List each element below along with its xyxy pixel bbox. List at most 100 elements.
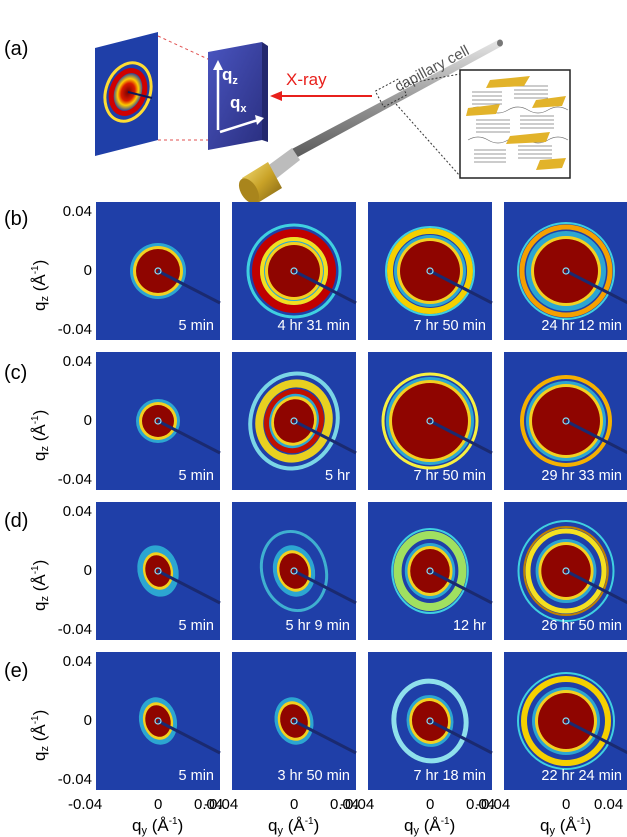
beamstop — [565, 569, 627, 605]
x-axis-unit: (Å — [554, 816, 577, 835]
x-axis-unit-close: ) — [313, 816, 320, 835]
y-axis-unit: (Å — [30, 274, 49, 297]
beam-center-marker — [562, 417, 570, 425]
panel-label-d: (d) — [4, 510, 29, 532]
beam-center-marker — [290, 567, 298, 575]
y-axis-sup: -1 — [30, 265, 41, 275]
x-axis-base: q — [404, 816, 414, 835]
x-tick-label-3-0: -0.04 — [476, 796, 511, 813]
panel-label-e: (e) — [4, 660, 29, 682]
x-tick-label-0-0: -0.04 — [68, 796, 103, 813]
x-tick-label-3-2: 0.04 — [594, 796, 624, 813]
scattering-ring-0 — [381, 372, 479, 470]
time-label-0-3: 24 hr 12 min — [541, 318, 622, 334]
y-axis-unit: (Å — [30, 574, 49, 597]
capillary-cap-end — [238, 178, 260, 204]
y-axis-label-row-2: qz (Å-1) — [30, 560, 51, 611]
time-label-2-1: 5 hr 9 min — [285, 618, 350, 634]
scattering-ring-0 — [391, 678, 469, 764]
y-axis-sup: -1 — [30, 415, 41, 425]
y-tick-label-2-1: 0 — [83, 562, 92, 579]
beamstop — [157, 719, 221, 755]
scattering-ring-1 — [264, 388, 324, 454]
time-label-1-0: 5 min — [178, 468, 214, 484]
x-axis-sup: -1 — [440, 816, 450, 827]
time-label-0-1: 4 hr 31 min — [277, 318, 350, 334]
beamstop — [429, 419, 493, 455]
detector-image-2-0 — [96, 502, 221, 640]
detector-image-3-0 — [96, 652, 221, 790]
beam-center-marker — [562, 267, 570, 275]
x-tick-label-2-1: 0 — [426, 796, 435, 813]
beam-center-marker — [426, 267, 434, 275]
inset-sheet-1 — [486, 76, 530, 88]
x-tick-label-2-2: 0.04 — [466, 796, 496, 813]
time-label-1-2: 7 hr 50 min — [413, 468, 486, 484]
scattering-ring-0 — [521, 676, 611, 766]
detector-image-1-3 — [504, 352, 627, 490]
x-tick-label-1-2: 0.04 — [330, 796, 360, 813]
xray-label: X-ray — [286, 70, 327, 89]
time-label-1-3: 29 hr 33 min — [541, 468, 622, 484]
y-axis-label-row-1: qz (Å-1) — [30, 410, 51, 461]
inset-sheet-3 — [466, 104, 500, 116]
x-tick-label-0-2: 0.04 — [194, 796, 224, 813]
qz-arrowhead — [213, 60, 223, 70]
y-axis-unit: (Å — [30, 724, 49, 747]
x-axis-sup: -1 — [576, 816, 586, 827]
beamstop — [429, 269, 493, 305]
panel-label-b: (b) — [4, 208, 29, 230]
beamstop — [565, 419, 627, 455]
beam-center-marker — [154, 717, 162, 725]
detector-image-2-3 — [504, 502, 627, 640]
y-axis-sub: z — [39, 596, 51, 602]
detector-image-2-1 — [232, 502, 357, 640]
xray-arrowhead — [270, 91, 282, 101]
x-tick-label-1-0: -0.04 — [204, 796, 239, 813]
scattering-ring-1 — [391, 528, 469, 614]
detector-ring-red — [108, 68, 148, 116]
y-tick-label-2-2: -0.04 — [57, 621, 92, 638]
y-axis-sub: z — [39, 746, 51, 752]
lamellar-structure-icon — [467, 85, 569, 163]
y-tick-label-3-0: 0.04 — [62, 653, 92, 670]
y-axis-base: q — [30, 451, 49, 461]
y-axis-base: q — [30, 751, 49, 761]
x-axis-unit: (Å — [146, 816, 169, 835]
panel-label-a: (a) — [4, 38, 29, 60]
x-axis-base: q — [268, 816, 278, 835]
y-tick-label-1-2: -0.04 — [57, 471, 92, 488]
scattering-ring-1 — [517, 672, 615, 770]
schematic-a: qz qx X-ray capillary cell — [95, 32, 571, 204]
zoom-line-bottom — [395, 103, 461, 177]
detector-image-0-3 — [504, 202, 627, 340]
y-axis-base: q — [30, 301, 49, 311]
x-axis-base: q — [540, 816, 550, 835]
beam-center-marker — [154, 417, 162, 425]
x-axis-unit: (Å — [282, 816, 305, 835]
beam-center-marker — [154, 567, 162, 575]
detector-block-side — [262, 42, 268, 142]
panel-label-c: (c) — [4, 362, 28, 384]
detector-image-grid — [96, 202, 627, 790]
scattering-ring-1 — [523, 526, 609, 616]
y-axis-unit-close: ) — [30, 259, 49, 266]
scattering-ring-1 — [517, 222, 615, 320]
scattering-ring-2 — [248, 371, 340, 471]
y-tick-label-2-0: 0.04 — [62, 503, 92, 520]
inset-sheet-2 — [532, 96, 566, 108]
time-label-2-2: 12 hr — [452, 618, 486, 634]
detector-image-1-0 — [96, 352, 221, 490]
figure-canvas: qz qx X-ray capillary cell — [95, 32, 627, 790]
beam-center-marker — [290, 717, 298, 725]
detector-image-3-2 — [368, 652, 493, 790]
y-axis-sup: -1 — [30, 565, 41, 575]
time-label-0-2: 7 hr 50 min — [413, 318, 486, 334]
detector-image-1-1 — [232, 352, 357, 490]
time-label-3-2: 7 hr 18 min — [413, 768, 486, 784]
scattering-ring-2 — [517, 520, 615, 622]
x-axis-sup: -1 — [304, 816, 314, 827]
scattering-ring-0 — [387, 228, 473, 314]
detector-image-0-0 — [96, 202, 221, 340]
x-tick-label-3-1: 0 — [562, 796, 571, 813]
